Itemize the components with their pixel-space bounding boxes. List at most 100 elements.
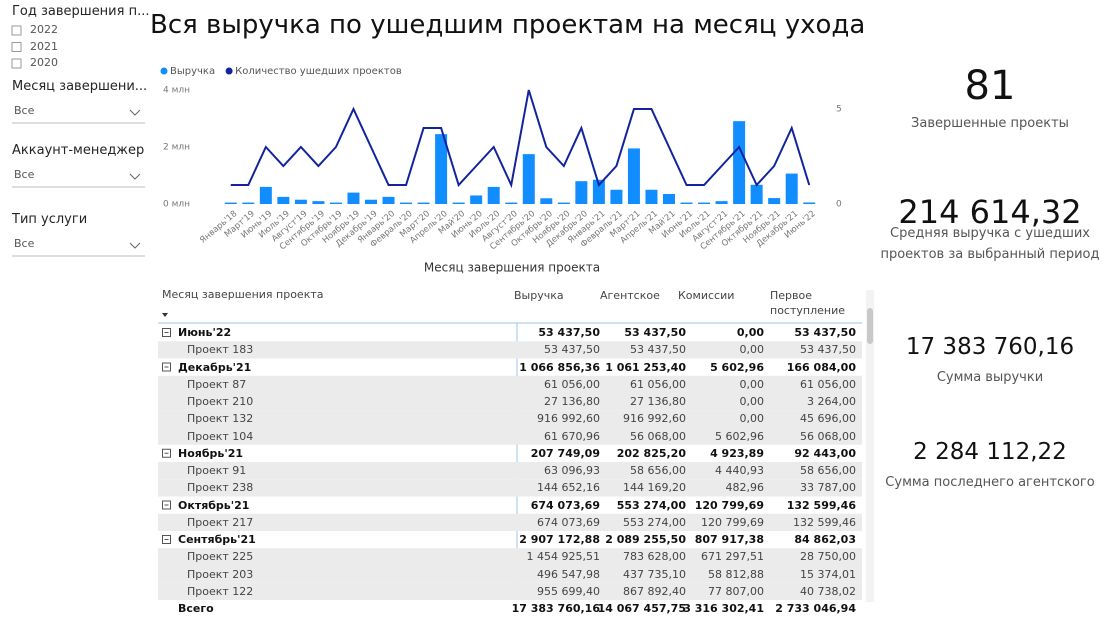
legend-label: Выручка xyxy=(170,66,215,77)
bar xyxy=(575,181,588,204)
column-header: Первое поступление xyxy=(770,289,845,317)
card-label: Средняя выручка с ушедших проектов за вы… xyxy=(880,226,1100,262)
page-title: Вся выручка по ушедшим проектам на месяц… xyxy=(150,10,866,40)
scroll-thumb[interactable] xyxy=(867,308,873,344)
cell-value: 5 602,96 xyxy=(715,429,764,443)
cell-value: 58 656,00 xyxy=(630,464,686,477)
cell-value: 144 169,20 xyxy=(623,481,686,495)
bar xyxy=(540,198,553,204)
row-label: Проект 104 xyxy=(187,429,254,443)
bar xyxy=(522,154,535,204)
group-label: Июнь'22 xyxy=(178,326,232,339)
filter-label: Месяц завершени... xyxy=(12,79,148,94)
cell-value: 671 297,51 xyxy=(701,550,764,564)
legend-marker xyxy=(225,67,233,75)
filter-value[interactable]: Все xyxy=(14,237,35,250)
cell-value: 40 738,02 xyxy=(800,584,856,598)
card-value: 81 xyxy=(964,63,1016,110)
cell-value: 58 656,00 xyxy=(800,464,856,477)
cell-value: 53 437,50 xyxy=(624,326,686,339)
cell-value: 783 628,00 xyxy=(623,550,686,564)
filter-option[interactable]: 2021 xyxy=(30,39,58,53)
cell-value: 0,00 xyxy=(739,343,765,357)
row-shade xyxy=(158,548,862,566)
cell-value: 92 443,00 xyxy=(794,446,856,460)
cell-value: 553 274,00 xyxy=(623,515,686,529)
row-label: Проект 217 xyxy=(187,515,254,529)
total-value: 3 316 302,41 xyxy=(683,602,764,615)
row-shade xyxy=(158,410,862,428)
cell-value: 4 923,89 xyxy=(710,446,764,460)
row-shade xyxy=(158,341,862,359)
cell-value: 56 068,00 xyxy=(630,429,686,443)
dropdown-chevron xyxy=(129,173,141,180)
cell-value: 1 061 253,40 xyxy=(605,360,686,374)
row-shade xyxy=(158,582,862,600)
checkbox[interactable] xyxy=(11,42,22,52)
cell-value: 1 066 856,36 xyxy=(519,360,600,374)
bar xyxy=(750,184,763,204)
bar xyxy=(803,202,816,204)
bar xyxy=(698,202,711,204)
row-shade xyxy=(158,565,862,583)
cell-value: 1 454 925,51 xyxy=(526,550,600,564)
cell-value: 2 089 255,50 xyxy=(605,533,686,546)
bar xyxy=(312,201,325,204)
cell-value: 0,00 xyxy=(736,326,764,339)
row-label: Проект 183 xyxy=(187,343,254,357)
cell-value: 674 073,69 xyxy=(530,498,600,512)
cell-value: 27 136,80 xyxy=(630,395,686,408)
row-shade xyxy=(158,462,862,480)
row-label: Проект 122 xyxy=(187,584,254,598)
cell-value: 61 056,00 xyxy=(630,377,686,391)
filter-option[interactable]: 2020 xyxy=(30,56,58,69)
bar xyxy=(382,196,395,204)
total-value: 2 733 046,94 xyxy=(775,602,856,615)
total-label: Всего xyxy=(178,602,214,615)
filter-value[interactable]: Все xyxy=(14,168,35,181)
bar xyxy=(592,179,605,204)
bar xyxy=(242,202,255,204)
cell-value: 3 264,00 xyxy=(807,395,856,408)
card-value: 2 284 112,22 xyxy=(913,438,1067,465)
cell-value: 0,00 xyxy=(739,395,765,408)
bar xyxy=(645,189,658,204)
filter-option[interactable]: 2022 xyxy=(30,23,58,36)
cell-value: 61 056,00 xyxy=(800,377,856,391)
cell-value: 27 136,80 xyxy=(544,395,600,408)
bar xyxy=(610,189,623,204)
bar xyxy=(733,121,746,204)
cell-value: 807 917,38 xyxy=(694,533,764,546)
cell-value: 674 073,69 xyxy=(537,515,600,529)
cell-value: 0,00 xyxy=(739,377,765,391)
legend-marker xyxy=(160,67,168,75)
bar xyxy=(224,202,237,204)
group-label: Декабрь'21 xyxy=(178,360,252,374)
total-value: 14 067 457,75 xyxy=(597,602,686,615)
row-shade xyxy=(158,427,862,445)
row-label: Проект 132 xyxy=(187,412,254,426)
row-label: Проект 87 xyxy=(187,377,247,391)
cell-value: 53 437,50 xyxy=(630,343,686,357)
cell-value: 53 437,50 xyxy=(538,326,600,339)
cell-value: 144 652,16 xyxy=(537,481,600,495)
filter-value[interactable]: Все xyxy=(14,104,35,117)
cell-value: 916 992,60 xyxy=(537,412,600,426)
cell-value: 0,00 xyxy=(739,412,765,426)
cell-value: 45 696,00 xyxy=(800,412,856,426)
sort-arrow xyxy=(162,313,168,317)
row-label: Проект 203 xyxy=(187,567,254,581)
checkbox[interactable] xyxy=(11,25,22,36)
cell-value: 53 437,50 xyxy=(800,343,856,357)
cell-value: 56 068,00 xyxy=(800,429,856,443)
row-label: Проект 91 xyxy=(187,464,247,477)
checkbox[interactable] xyxy=(11,58,22,69)
cell-value: 58 812,88 xyxy=(708,567,764,581)
cell-value: 61 670,96 xyxy=(544,429,600,443)
y2-tick-label: 5 xyxy=(836,105,842,115)
cell-value: 916 992,60 xyxy=(623,412,686,426)
row-shade xyxy=(158,479,862,497)
bar xyxy=(417,202,430,204)
cell-value: 28 750,00 xyxy=(800,550,856,564)
cell-value: 61 056,00 xyxy=(544,377,600,391)
